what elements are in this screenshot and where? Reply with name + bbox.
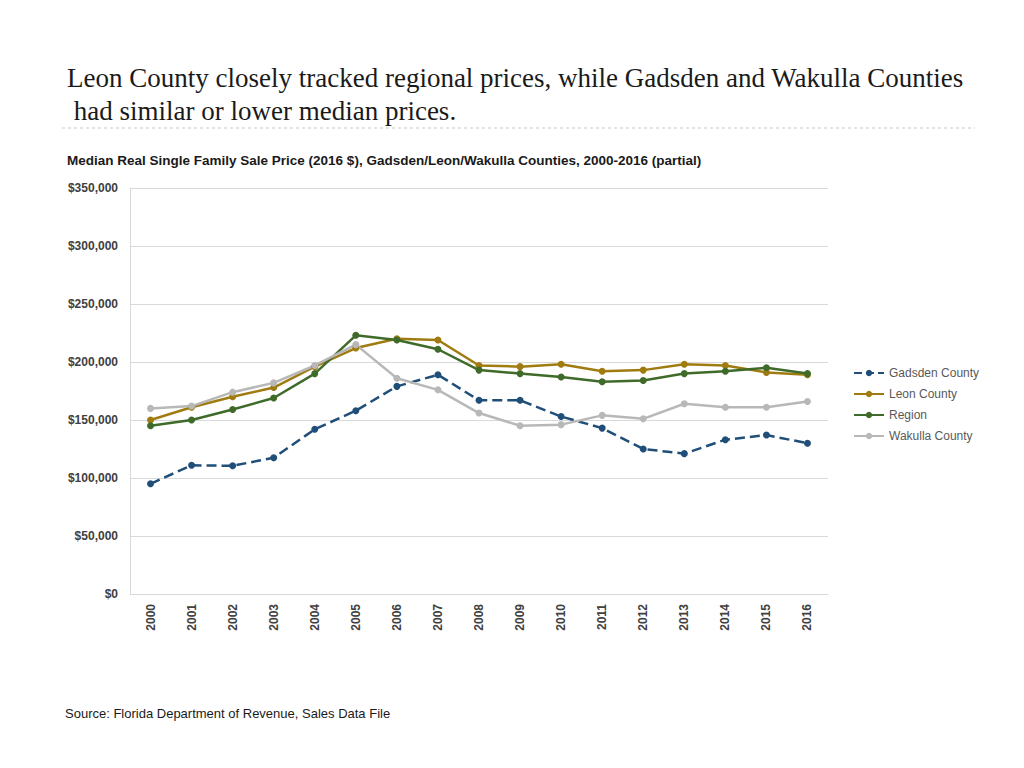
svg-text:2011: 2011 xyxy=(595,604,609,630)
svg-text:2008: 2008 xyxy=(472,604,486,631)
svg-text:2013: 2013 xyxy=(677,604,691,631)
svg-text:$50,000: $50,000 xyxy=(75,529,119,543)
svg-text:2007: 2007 xyxy=(431,604,445,631)
svg-text:$150,000: $150,000 xyxy=(68,413,118,427)
svg-text:2000: 2000 xyxy=(144,604,158,631)
svg-text:Leon County closely tracked re: Leon County closely tracked regional pri… xyxy=(67,63,963,93)
svg-text:$250,000: $250,000 xyxy=(68,297,118,311)
svg-text:2004: 2004 xyxy=(308,604,322,631)
svg-text:Source: Florida Department of: Source: Florida Department of Revenue, S… xyxy=(65,706,390,721)
svg-text:$350,000: $350,000 xyxy=(68,181,118,195)
svg-text:2006: 2006 xyxy=(390,604,404,631)
svg-text:Gadsden County: Gadsden County xyxy=(889,366,979,380)
svg-text:Median Real Single Family Sale: Median Real Single Family Sale Price (20… xyxy=(67,153,701,168)
svg-text:2002: 2002 xyxy=(226,604,240,631)
svg-text:2010: 2010 xyxy=(554,604,568,631)
svg-text:had similar or lower median pr: had similar or lower median prices. xyxy=(67,96,456,126)
svg-text:2015: 2015 xyxy=(759,604,773,631)
svg-text:Region: Region xyxy=(889,408,927,422)
svg-text:$300,000: $300,000 xyxy=(68,239,118,253)
svg-text:2016: 2016 xyxy=(800,604,814,631)
svg-text:$200,000: $200,000 xyxy=(68,355,118,369)
svg-text:2005: 2005 xyxy=(349,604,363,631)
svg-text:2001: 2001 xyxy=(185,604,199,631)
svg-text:Wakulla County: Wakulla County xyxy=(889,429,973,443)
svg-text:2012: 2012 xyxy=(636,604,650,631)
svg-text:$100,000: $100,000 xyxy=(68,471,118,485)
svg-text:2003: 2003 xyxy=(267,604,281,631)
svg-text:2009: 2009 xyxy=(513,604,527,631)
svg-text:$0: $0 xyxy=(105,587,119,601)
svg-text:Leon County: Leon County xyxy=(889,387,957,401)
svg-text:2014: 2014 xyxy=(718,604,732,631)
